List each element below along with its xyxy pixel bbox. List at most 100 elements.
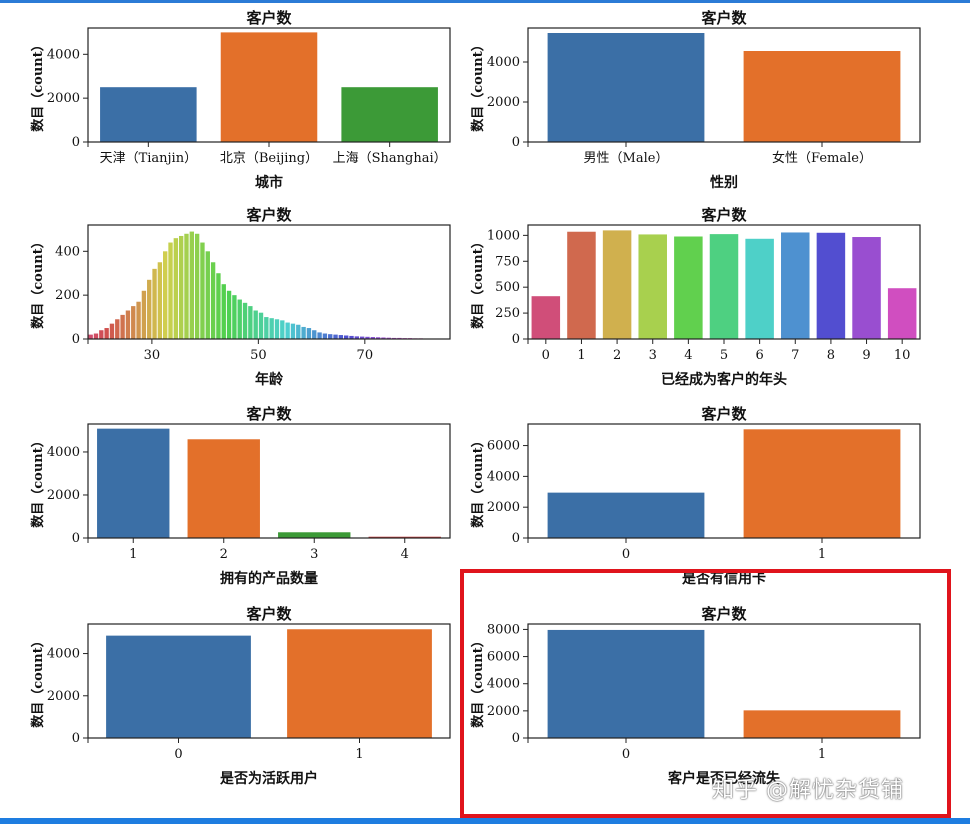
x-tick-label: 女性（Female） (772, 150, 872, 166)
bar (187, 439, 260, 538)
bar (285, 322, 290, 339)
bar (312, 330, 317, 339)
bar (220, 32, 318, 142)
x-tick-label: 上海（Shanghai） (333, 151, 447, 166)
y-tick-label: 500 (495, 280, 520, 295)
bar (216, 273, 221, 339)
bar (115, 319, 120, 339)
y-tick-label: 2000 (487, 704, 520, 719)
bar (109, 323, 115, 339)
watermark: 知乎 @解忧杂货铺 (712, 778, 904, 803)
bar (547, 33, 705, 142)
bar (194, 233, 200, 339)
x-tick-label: 3 (310, 547, 318, 562)
chart-title: 客户数 (245, 9, 292, 27)
x-tick-label: 0 (542, 348, 550, 363)
bar (301, 326, 306, 339)
bar (131, 306, 136, 339)
bar (232, 295, 237, 339)
x-tick-label: 50 (250, 348, 267, 363)
bar (333, 334, 338, 339)
bar (567, 231, 596, 339)
bar (280, 320, 285, 339)
bar (287, 629, 432, 738)
y-tick-label: 0 (72, 731, 80, 746)
y-axis-label: 数目（count） (30, 634, 46, 728)
bar (93, 333, 99, 339)
bar (226, 290, 232, 339)
bar (184, 233, 189, 339)
y-axis-label: 数目（count） (470, 235, 486, 329)
x-axis-label: 性别 (710, 174, 738, 191)
bar (674, 236, 703, 339)
y-tick-label: 0 (72, 531, 80, 546)
bar (359, 336, 365, 339)
y-tick-label: 0 (512, 531, 520, 546)
x-tick-label: 5 (720, 348, 728, 363)
bar (816, 232, 846, 339)
x-tick-label: 10 (894, 348, 911, 363)
bottom-border-bar (0, 818, 970, 824)
x-axis-label: 客户是否已经流失 (667, 770, 781, 787)
y-tick-label: 250 (495, 306, 520, 321)
bar (125, 310, 131, 339)
bar (852, 237, 881, 339)
x-axis-label: 已经成为客户的年头 (661, 371, 787, 388)
x-axis-label: 城市 (255, 174, 283, 191)
bar (104, 328, 109, 339)
y-tick-label: 2000 (487, 500, 520, 515)
plot-frame (527, 623, 921, 739)
top-border-line (0, 0, 970, 3)
y-tick-label: 2000 (47, 488, 80, 503)
bar (531, 296, 561, 339)
bar (338, 335, 344, 339)
y-tick-label: 2000 (487, 95, 520, 110)
x-tick-label: 3 (649, 348, 657, 363)
bar (745, 238, 774, 339)
bar (106, 635, 251, 738)
bar (136, 301, 141, 339)
x-tick-label: 北京（Beijing） (220, 151, 318, 166)
bar (147, 279, 152, 339)
bar (173, 238, 179, 339)
bar (306, 328, 312, 339)
plot-frame (87, 27, 451, 143)
bar (290, 323, 296, 339)
x-axis-label: 年龄 (255, 371, 284, 388)
chart-title: 客户数 (700, 9, 747, 27)
bar (547, 629, 705, 738)
y-tick-label: 0 (72, 135, 80, 150)
bar (322, 333, 328, 339)
bar (296, 324, 301, 339)
x-tick-label: 0 (622, 547, 630, 562)
x-tick-label: 7 (791, 348, 799, 363)
x-tick-label: 70 (357, 348, 374, 363)
bar (547, 492, 705, 538)
y-tick-label: 0 (512, 332, 520, 347)
chart-title: 客户数 (245, 405, 292, 423)
y-tick-label: 0 (72, 332, 80, 347)
bar (120, 314, 125, 339)
bar (248, 306, 253, 339)
bar (887, 288, 917, 339)
y-axis-label: 数目（count） (30, 38, 46, 132)
x-axis-label: 是否有信用卡 (682, 570, 766, 587)
y-tick-label: 6000 (487, 650, 520, 665)
y-tick-label: 8000 (487, 622, 520, 637)
bar (274, 319, 280, 339)
x-tick-label: 8 (827, 348, 835, 363)
bar (344, 335, 349, 339)
y-tick-label: 6000 (487, 439, 520, 454)
bar (349, 335, 354, 339)
bar (341, 87, 438, 142)
bar (99, 330, 104, 339)
y-axis-label: 数目（count） (470, 434, 486, 528)
y-tick-label: 2000 (47, 91, 80, 106)
bar (354, 336, 360, 339)
x-tick-label: 30 (144, 348, 161, 363)
y-tick-label: 4000 (487, 677, 520, 692)
bar (278, 532, 351, 538)
bar (189, 231, 194, 339)
